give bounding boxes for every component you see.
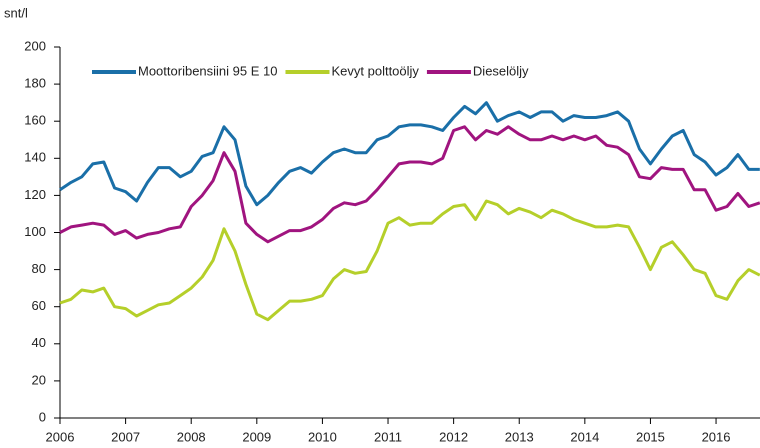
y-tick-label: 160 — [24, 113, 46, 128]
x-tick-label: 2009 — [242, 429, 271, 444]
x-tick-label: 2016 — [702, 429, 731, 444]
y-tick-label: 40 — [32, 335, 46, 350]
y-tick-label: 140 — [24, 150, 46, 165]
x-tick-label: 2007 — [111, 429, 140, 444]
y-tick-label: 200 — [24, 38, 46, 53]
series-line — [59, 199, 760, 322]
y-tick-label: 80 — [32, 261, 46, 276]
y-tick-label: 120 — [24, 187, 46, 202]
y-tick-label: 180 — [24, 76, 46, 91]
x-tick-label: 2010 — [308, 429, 337, 444]
y-axis-label: snt/l — [4, 5, 28, 20]
y-tick-label: 0 — [39, 409, 46, 424]
legend-label: Dieselöljy — [473, 63, 529, 78]
x-tick-label: 2006 — [46, 429, 75, 444]
x-tick-label: 2011 — [374, 429, 402, 444]
legend-label: Moottoribensiini 95 E 10 — [138, 63, 277, 78]
series-line — [59, 125, 760, 244]
x-tick-label: 2014 — [570, 429, 599, 444]
y-tick-label: 20 — [32, 372, 46, 387]
x-tick-label: 2015 — [636, 429, 665, 444]
legend-label: Kevyt polttoöljy — [331, 63, 419, 78]
y-tick-label: 60 — [32, 298, 46, 313]
x-tick-label: 2013 — [505, 429, 534, 444]
x-tick-label: 2008 — [177, 429, 206, 444]
series-line — [59, 101, 760, 207]
y-tick-label: 100 — [24, 224, 46, 239]
x-tick-label: 2012 — [439, 429, 468, 444]
